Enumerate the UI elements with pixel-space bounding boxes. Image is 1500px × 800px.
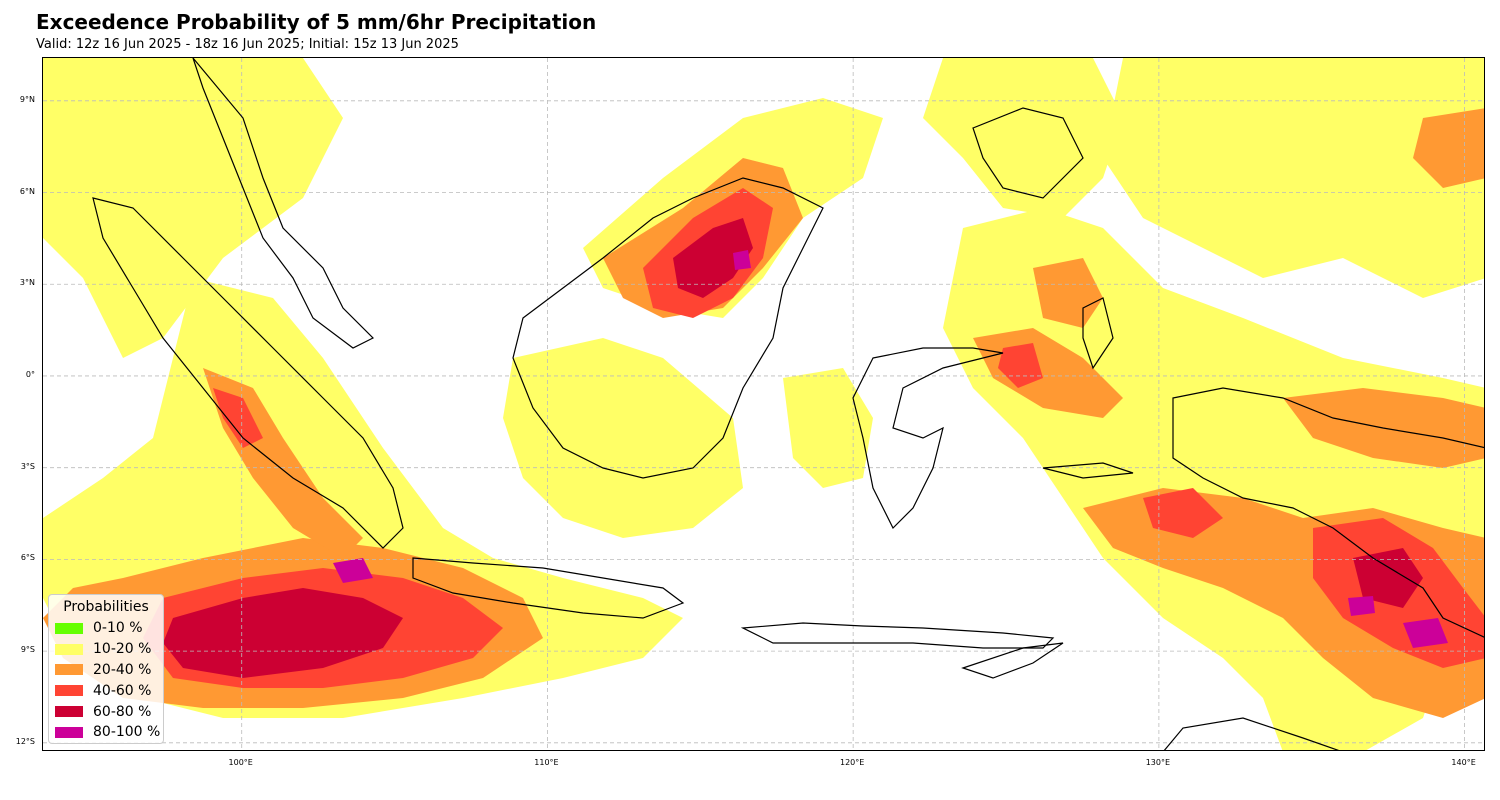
prob-area-40-60 — [998, 343, 1043, 388]
coastline-north-australia — [1163, 717, 1340, 750]
coastline-new-guinea — [1172, 387, 1484, 638]
prob-area-20-40 — [1413, 108, 1484, 188]
legend-item: 20-40 % — [55, 660, 157, 681]
coastline-malay-peninsula — [192, 58, 375, 349]
lat-tick-label: 0° — [25, 369, 35, 379]
map-subtitle: Valid: 12z 16 Jun 2025 - 18z 16 Jun 2025… — [36, 37, 459, 52]
lat-tick-label: 6°N — [19, 186, 35, 196]
coastlines — [92, 58, 1484, 750]
prob-area-60-80 — [1353, 548, 1423, 608]
legend-label: 10-20 % — [93, 641, 152, 658]
lat-tick-label: 6°S — [20, 553, 35, 563]
prob-area-10-20 — [503, 338, 743, 538]
legend-swatch — [55, 643, 83, 655]
lat-tick-label: 3°S — [20, 461, 35, 471]
legend-item: 10-20 % — [55, 639, 157, 660]
prob-area-80-100 — [1348, 596, 1375, 616]
gridlines — [43, 58, 1484, 750]
legend-item: 60-80 % — [55, 701, 157, 722]
prob-area-10-20 — [783, 368, 873, 488]
legend-label: 40-60 % — [93, 682, 152, 699]
legend: Probabilities 0-10 % 10-20 % 20-40 % 40-60 … — [48, 594, 164, 744]
lat-tick-label: 12°S — [15, 736, 35, 746]
map-title: Exceedence Probability of 5 mm/6hr Preci… — [36, 10, 597, 34]
legend-title: Probabilities — [63, 599, 149, 615]
legend-item: 0-10 % — [55, 618, 157, 639]
coastline-java — [412, 557, 685, 619]
lon-tick-label: 120°E — [839, 758, 865, 767]
legend-label: 20-40 % — [93, 661, 152, 678]
coastline-sumatra — [92, 197, 404, 549]
legend-label: 80-100 % — [93, 724, 161, 741]
legend-swatch — [55, 685, 83, 697]
precipitation-map — [43, 58, 1484, 750]
coastline-lesser-sunda — [740, 622, 1055, 649]
prob-area-80-100 — [333, 558, 373, 583]
prob-area-60-80 — [163, 588, 403, 678]
lat-tick-label: 9°S — [20, 645, 35, 655]
lon-tick-label: 140°E — [1451, 758, 1476, 767]
legend-swatch — [55, 664, 83, 676]
coastline-timor — [961, 642, 1064, 679]
legend-label: 60-80 % — [93, 703, 152, 720]
map-panel — [42, 57, 1485, 751]
coastline-sulawesi — [852, 347, 1004, 530]
prob-area-10-20 — [1103, 58, 1484, 298]
legend-swatch — [55, 622, 83, 634]
lat-tick-label: 9°N — [19, 94, 35, 104]
prob-area-60-80 — [673, 218, 753, 298]
coastline-seram — [1042, 462, 1134, 479]
legend-swatch — [55, 706, 83, 718]
coastline-borneo — [512, 177, 824, 479]
probability-field — [43, 58, 1484, 750]
legend-swatch — [55, 726, 83, 738]
prob-area-40-60 — [1143, 488, 1223, 538]
lon-tick-label: 130°E — [1145, 758, 1171, 767]
coastline-mindanao — [972, 107, 1084, 199]
lon-tick-label: 100°E — [228, 758, 253, 767]
prob-area-80-100 — [1403, 618, 1448, 648]
legend-item: 80-100 % — [55, 722, 161, 743]
legend-item: 40-60 % — [55, 680, 157, 701]
prob-area-80-100 — [733, 250, 751, 270]
coastline-halmahera — [1082, 297, 1114, 370]
prob-area-10-20 — [43, 58, 343, 358]
prob-area-20-40 — [1033, 258, 1103, 328]
lon-tick-label: 110°E — [534, 758, 559, 767]
prob-area-10-20 — [923, 58, 1123, 218]
legend-label: 0-10 % — [93, 620, 143, 637]
lat-tick-label: 3°N — [19, 278, 35, 288]
prob-area-40-60 — [213, 388, 263, 448]
